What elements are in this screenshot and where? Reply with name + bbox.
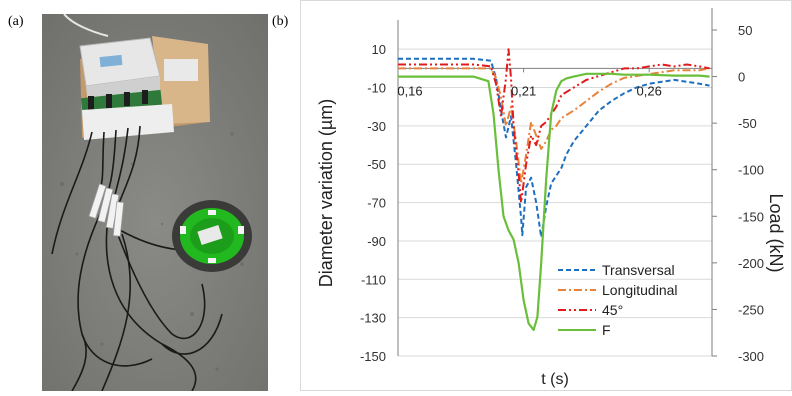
series-line-0 xyxy=(398,57,710,239)
x-axis-title: t (s) xyxy=(541,371,569,388)
y2-tick-label: -100 xyxy=(738,163,764,178)
y2-tick-label: -300 xyxy=(738,349,764,364)
power-cable xyxy=(63,14,109,37)
legend-label: 45° xyxy=(602,302,623,318)
series-line-3 xyxy=(398,72,710,331)
y2-tick-label: -150 xyxy=(738,209,764,224)
diameter-load-chart: 10 -10 -30 -50 -70 -90 -110 -130 -150 50 0 -50 -100 -… xyxy=(300,0,792,391)
y2-axis-title: Load (kN) xyxy=(766,193,786,272)
y-tick-label: -10 xyxy=(367,81,386,96)
apparatus-photo xyxy=(42,14,268,391)
y-tick-label: -150 xyxy=(360,349,386,364)
y-tick-label: -30 xyxy=(367,119,386,134)
legend-label: F xyxy=(602,322,611,338)
legend-label: Transversal xyxy=(602,262,675,278)
enclosure-label xyxy=(99,54,123,68)
x-tick-label: 0,16 xyxy=(397,83,422,98)
series-line-2 xyxy=(398,48,710,204)
panel-b-label: (b) xyxy=(272,14,289,29)
legend-label: Longitudinal xyxy=(602,282,678,298)
y2-tick-label: -250 xyxy=(738,302,764,317)
y-tick-label: 10 xyxy=(372,42,386,57)
y-tick-label: -70 xyxy=(367,196,386,211)
y2-tick-label: 50 xyxy=(738,23,752,38)
series-line-1 xyxy=(398,67,710,185)
y2-tick-label: -50 xyxy=(738,116,757,131)
y-tick-label: -130 xyxy=(360,311,386,326)
sensor-probes xyxy=(88,183,125,237)
apparatus-photo-drawing xyxy=(42,14,268,391)
asphalt-texture xyxy=(60,132,244,371)
chart-panel: 10 -10 -30 -50 -70 -90 -110 -130 -150 50 0 -50 -100 -… xyxy=(300,0,792,391)
sensor-bridge xyxy=(197,224,223,246)
sensor-cables xyxy=(51,125,223,391)
panel-a-label: (a) xyxy=(8,14,24,29)
y-tick-label: -110 xyxy=(361,272,386,287)
x-tick-label: 0,21 xyxy=(511,83,536,98)
y-tick-label: -90 xyxy=(367,234,386,249)
y2-tick-label: -200 xyxy=(738,256,764,271)
y-axis-title: Diameter variation (µm) xyxy=(316,99,336,287)
x-tick-label: 0,26 xyxy=(637,83,662,98)
y-tick-label: -50 xyxy=(367,157,386,172)
y2-tick-label: 0 xyxy=(738,70,745,85)
